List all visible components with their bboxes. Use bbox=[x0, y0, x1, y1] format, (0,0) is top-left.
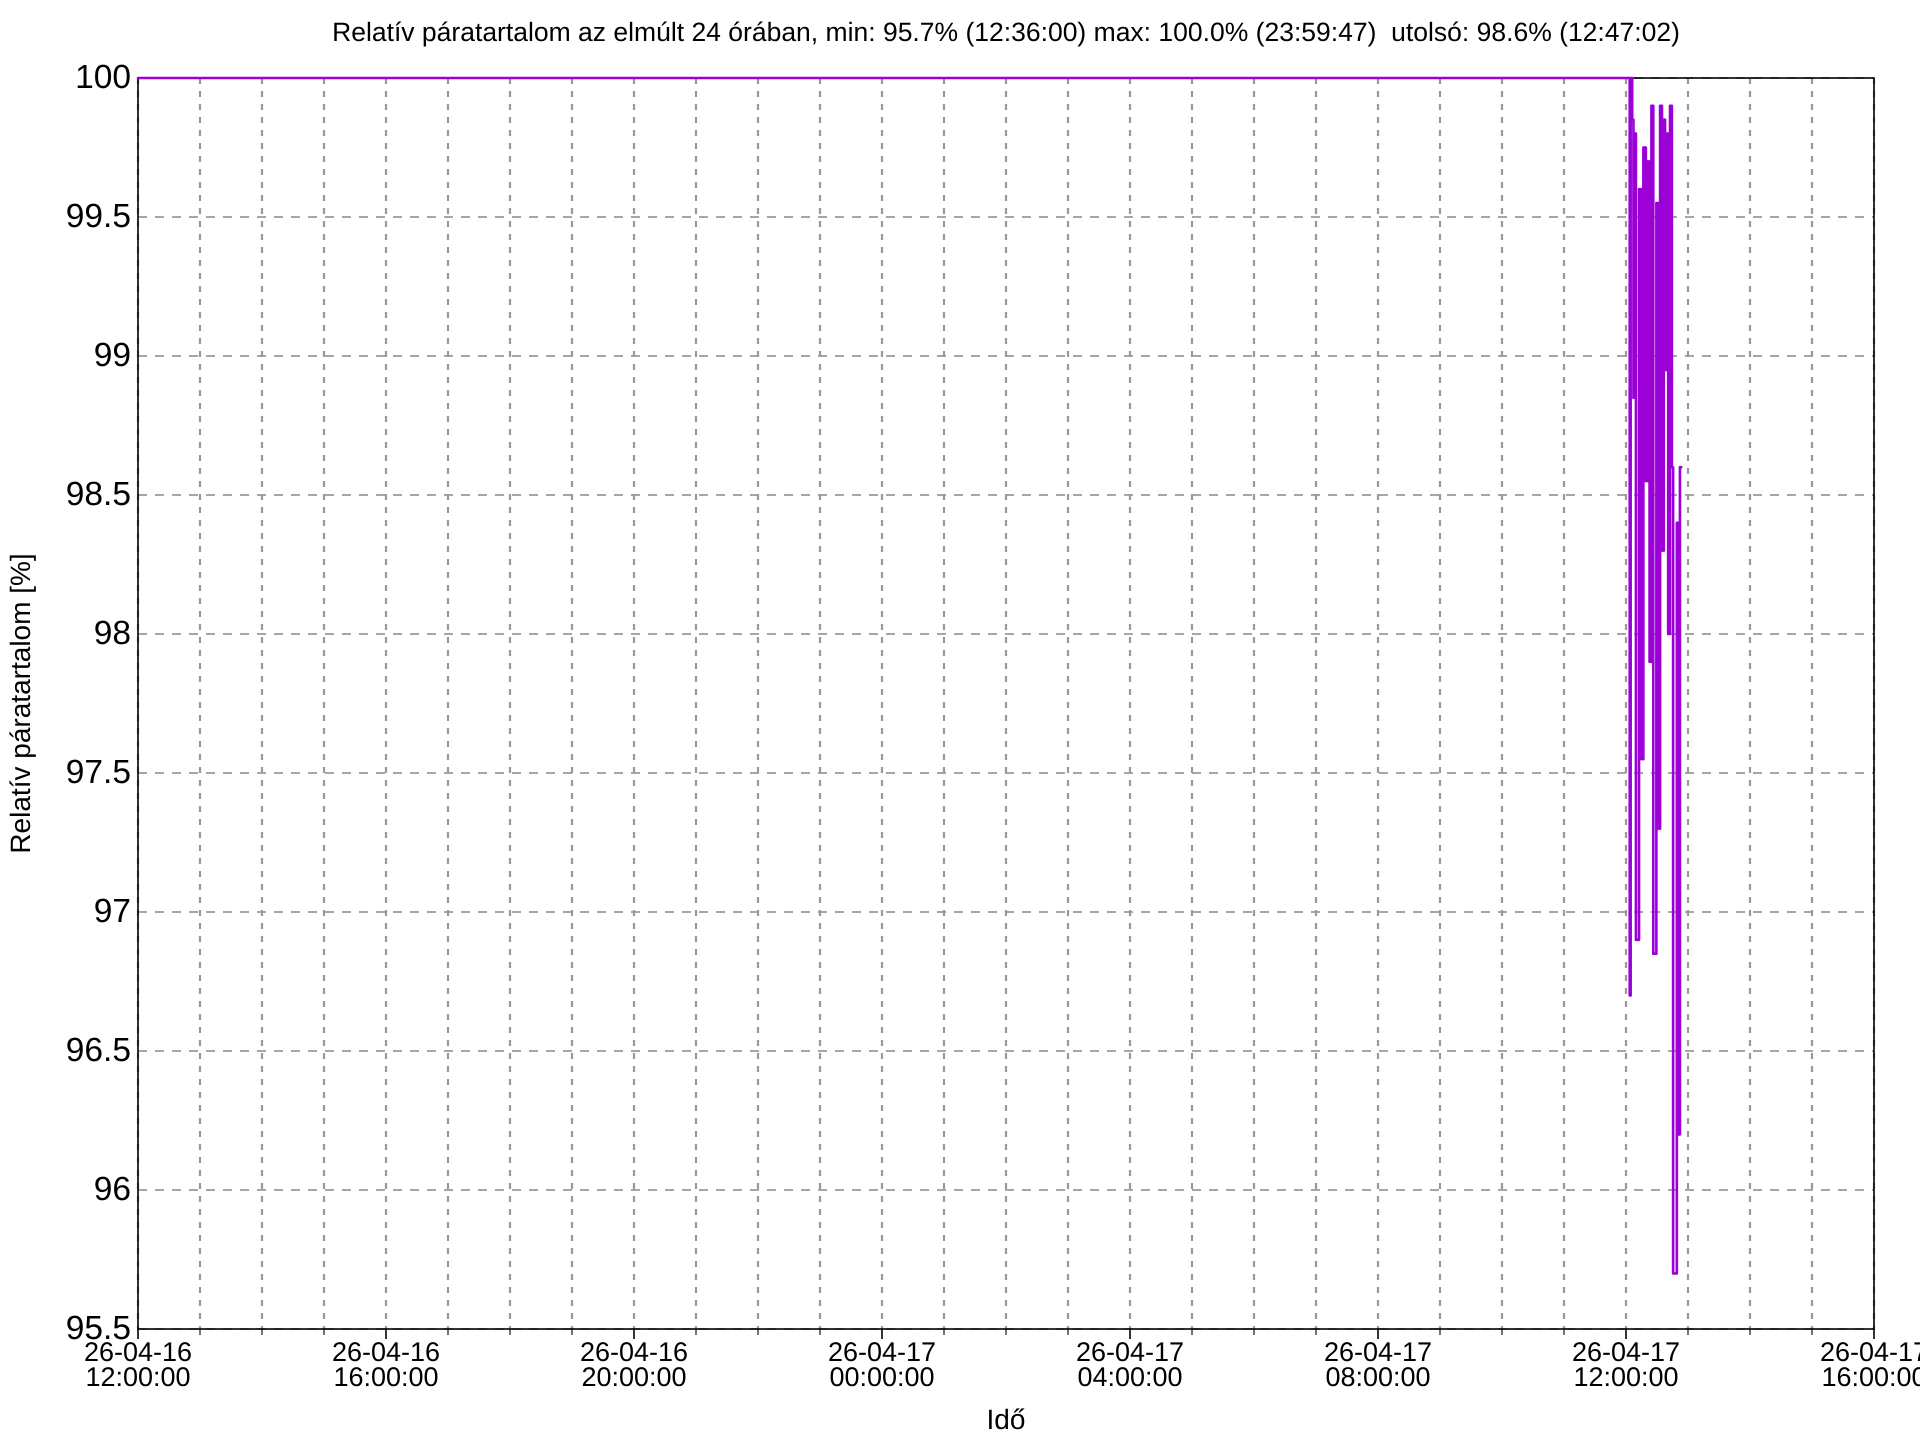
svg-text:12:00:00: 12:00:00 bbox=[85, 1362, 190, 1392]
svg-text:08:00:00: 08:00:00 bbox=[1325, 1362, 1430, 1392]
svg-text:Idő: Idő bbox=[987, 1404, 1026, 1435]
svg-text:20:00:00: 20:00:00 bbox=[581, 1362, 686, 1392]
svg-text:96: 96 bbox=[94, 1171, 131, 1208]
svg-text:99: 99 bbox=[94, 337, 131, 374]
svg-text:00:00:00: 00:00:00 bbox=[829, 1362, 934, 1392]
svg-text:98: 98 bbox=[94, 615, 131, 652]
svg-text:100: 100 bbox=[75, 59, 131, 96]
svg-text:04:00:00: 04:00:00 bbox=[1077, 1362, 1182, 1392]
svg-text:16:00:00: 16:00:00 bbox=[1821, 1362, 1920, 1392]
svg-text:97: 97 bbox=[94, 893, 131, 930]
svg-text:97.5: 97.5 bbox=[66, 754, 131, 791]
svg-text:Relatív páratartalom az elmúlt: Relatív páratartalom az elmúlt 24 órában… bbox=[332, 17, 1680, 47]
svg-text:99.5: 99.5 bbox=[66, 198, 131, 235]
svg-text:96.5: 96.5 bbox=[66, 1032, 131, 1069]
svg-text:12:00:00: 12:00:00 bbox=[1573, 1362, 1678, 1392]
svg-text:Relatív páratartalom [%]: Relatív páratartalom [%] bbox=[5, 553, 36, 853]
svg-text:16:00:00: 16:00:00 bbox=[333, 1362, 438, 1392]
svg-text:98.5: 98.5 bbox=[66, 476, 131, 513]
